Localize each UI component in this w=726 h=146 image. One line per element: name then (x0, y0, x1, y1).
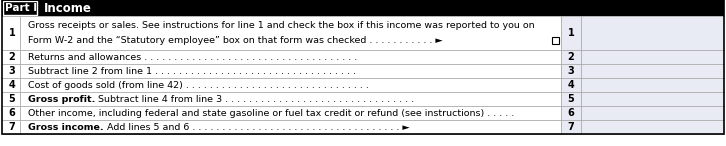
Bar (581, 16, 724, 50)
Text: Add lines 5 and 6 . . . . . . . . . . . . . . . . . . . . . . . . . . . . . . . : Add lines 5 and 6 . . . . . . . . . . . … (104, 122, 409, 132)
Text: Returns and allowances . . . . . . . . . . . . . . . . . . . . . . . . . . . . .: Returns and allowances . . . . . . . . .… (28, 53, 357, 61)
Bar (2, 106, 561, 120)
Bar (581, 50, 724, 64)
Bar (2, 92, 561, 106)
Text: Gross profit.: Gross profit. (28, 94, 95, 104)
Bar (581, 120, 724, 134)
Bar (552, 37, 559, 44)
Text: 5: 5 (9, 94, 15, 104)
Text: 7: 7 (568, 122, 574, 132)
Bar (561, 50, 581, 64)
Bar (2, 120, 561, 134)
Text: 7: 7 (9, 122, 15, 132)
Text: 3: 3 (9, 66, 15, 76)
Text: Gross income.: Gross income. (28, 122, 104, 132)
Text: 1: 1 (568, 28, 574, 38)
Text: Income: Income (44, 1, 92, 14)
Bar (2, 16, 561, 50)
Bar (2, 78, 561, 92)
Bar (581, 106, 724, 120)
Text: Other income, including federal and state gasoline or fuel tax credit or refund : Other income, including federal and stat… (28, 108, 514, 118)
Bar (561, 120, 581, 134)
Text: 2: 2 (568, 52, 574, 62)
Text: 5: 5 (568, 94, 574, 104)
Text: 4: 4 (9, 80, 15, 90)
Bar (561, 16, 581, 50)
Text: Form W-2 and the “Statutory employee” box on that form was checked . . . . . . .: Form W-2 and the “Statutory employee” bo… (28, 36, 443, 45)
Text: Cost of goods sold (from line 42) . . . . . . . . . . . . . . . . . . . . . . . : Cost of goods sold (from line 42) . . . … (28, 80, 369, 89)
Bar (3, 1, 37, 15)
Text: Part I: Part I (5, 3, 37, 13)
Text: 2: 2 (9, 52, 15, 62)
Bar (2, 50, 561, 64)
Text: 1: 1 (9, 28, 15, 38)
Bar (2, 0, 724, 16)
Bar (581, 92, 724, 106)
Text: Subtract line 2 from line 1 . . . . . . . . . . . . . . . . . . . . . . . . . . : Subtract line 2 from line 1 . . . . . . … (28, 66, 356, 75)
Bar (581, 64, 724, 78)
Bar (561, 92, 581, 106)
Bar (581, 78, 724, 92)
Bar (561, 78, 581, 92)
Text: 4: 4 (568, 80, 574, 90)
Bar (561, 106, 581, 120)
Bar (561, 64, 581, 78)
Text: 6: 6 (9, 108, 15, 118)
Bar (2, 64, 561, 78)
Text: 3: 3 (568, 66, 574, 76)
Text: Gross receipts or sales. See instructions for line 1 and check the box if this i: Gross receipts or sales. See instruction… (28, 21, 534, 30)
Text: 6: 6 (568, 108, 574, 118)
Text: Subtract line 4 from line 3 . . . . . . . . . . . . . . . . . . . . . . . . . . : Subtract line 4 from line 3 . . . . . . … (95, 94, 415, 104)
